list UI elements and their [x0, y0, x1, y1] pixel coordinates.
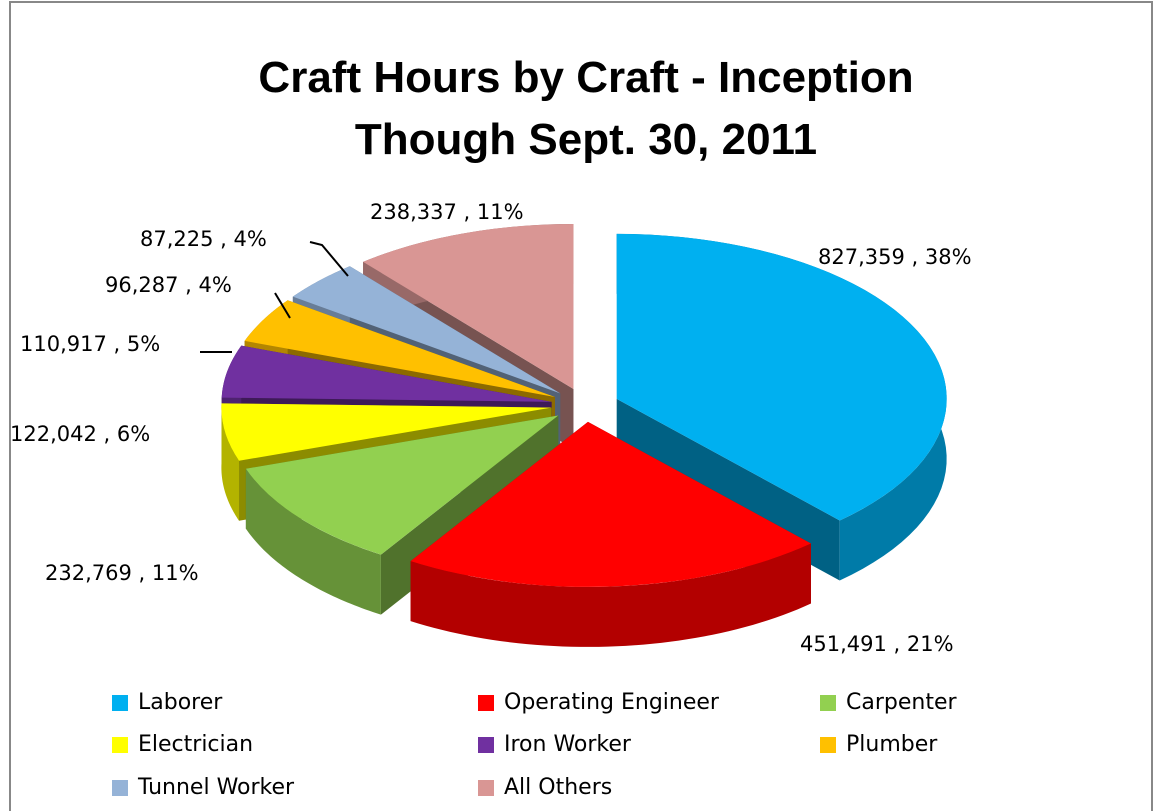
- legend-label: Laborer: [138, 690, 223, 715]
- legend-swatch: [820, 737, 836, 753]
- slice-wall: [221, 403, 240, 521]
- slice: [363, 224, 574, 390]
- legend-swatch: [112, 780, 128, 796]
- slice: [221, 345, 552, 402]
- leader-line: [309, 241, 349, 277]
- data-label: 232,769 , 11%: [45, 561, 199, 585]
- legend-label: Operating Engineer: [504, 690, 720, 715]
- legend-swatch: [820, 695, 836, 711]
- legend-label: Electrician: [138, 732, 253, 757]
- slice: [221, 403, 552, 461]
- slice: [292, 266, 561, 394]
- chart-border: [9, 1, 1153, 811]
- slice: [244, 300, 555, 398]
- data-label: 87,225 , 4%: [140, 227, 267, 251]
- legend-label: Tunnel Worker: [137, 775, 295, 800]
- legend-swatch: [112, 737, 128, 753]
- legend-swatch: [112, 695, 128, 711]
- data-label: 451,491 , 21%: [800, 632, 954, 656]
- title-line: Though Sept. 30, 2011: [355, 115, 817, 164]
- data-label: 827,359 , 38%: [818, 245, 972, 269]
- slice-wall: [410, 543, 811, 647]
- data-label: 110,917 , 5%: [20, 332, 160, 356]
- data-label: 238,337 , 11%: [370, 200, 524, 224]
- chart-title: Craft Hours by Craft - Inception Though S…: [258, 53, 913, 164]
- legend-swatch: [478, 737, 494, 753]
- leader-line: [274, 292, 291, 319]
- pie: [221, 224, 947, 647]
- legend-label: Plumber: [846, 732, 938, 757]
- data-label: 96,287 , 4%: [105, 273, 232, 297]
- slice-wall: [245, 468, 381, 615]
- title-line: Craft Hours by Craft - Inception: [258, 53, 913, 102]
- data-label: 122,042 , 6%: [10, 422, 150, 446]
- slice: [245, 415, 559, 555]
- legend-label: Carpenter: [846, 690, 957, 715]
- legend-label: Iron Worker: [504, 732, 632, 757]
- slice: [616, 233, 947, 521]
- legend-swatch: [478, 695, 494, 711]
- legend-swatch: [478, 780, 494, 796]
- legend-label: All Others: [504, 775, 612, 800]
- slice: [410, 421, 811, 587]
